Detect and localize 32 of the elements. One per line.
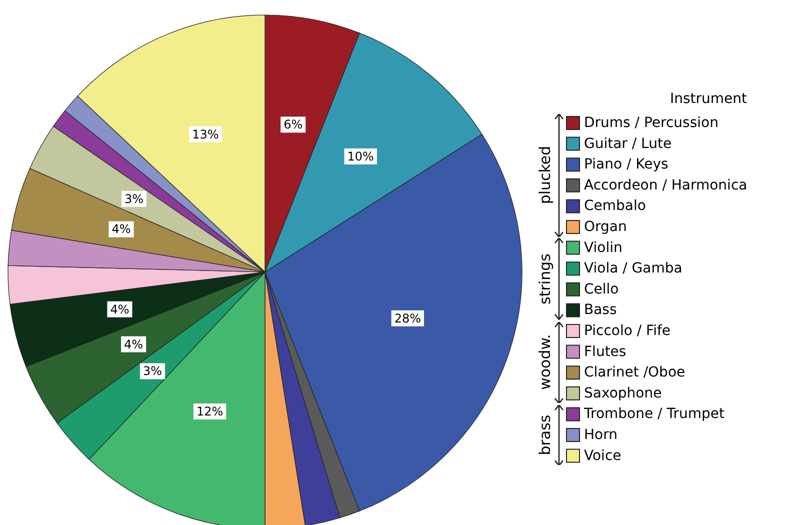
legend-label: Trombone / Trumpet: [583, 406, 725, 422]
text: plucked: [536, 146, 554, 204]
data-label: 13%: [192, 127, 219, 142]
legend-label: Guitar / Lute: [584, 136, 672, 152]
text: strings: [536, 254, 554, 304]
data-label: 6%: [284, 118, 303, 132]
legend-label: Bass: [584, 302, 617, 318]
data-label: 10%: [347, 149, 374, 164]
legend-title: Instrument: [670, 91, 748, 107]
legend-label: Saxophone: [584, 385, 662, 402]
legend-label: Cello: [584, 281, 619, 298]
data-label: 28%: [394, 311, 421, 326]
legend-label: Piccolo / Fife: [584, 323, 671, 339]
data-label: 3%: [142, 364, 162, 378]
data-label: 4%: [110, 302, 130, 316]
data-label: 4%: [124, 337, 144, 352]
legend-label: Voice: [584, 448, 622, 464]
data-label: 12%: [196, 404, 224, 418]
legend-label: Violin: [584, 240, 622, 256]
legend-label: Organ: [584, 219, 627, 235]
text: woodw.: [536, 334, 554, 390]
data-label: 4%: [112, 222, 131, 236]
legend-label: Piano / Keys: [584, 156, 668, 173]
legend-label: Accordeon / Harmonica: [584, 177, 748, 194]
legend-label: Cembalo: [584, 198, 646, 214]
legend-label: Viola / Gamba: [584, 260, 682, 277]
data-label: 3%: [124, 192, 144, 206]
legend-label: Flutes: [584, 344, 626, 360]
legend-label: Horn: [584, 427, 618, 443]
legend-label: Clarinet /Oboe: [584, 364, 686, 381]
legend-label: Drums / Percussion: [584, 115, 718, 131]
text: brass: [536, 414, 554, 456]
